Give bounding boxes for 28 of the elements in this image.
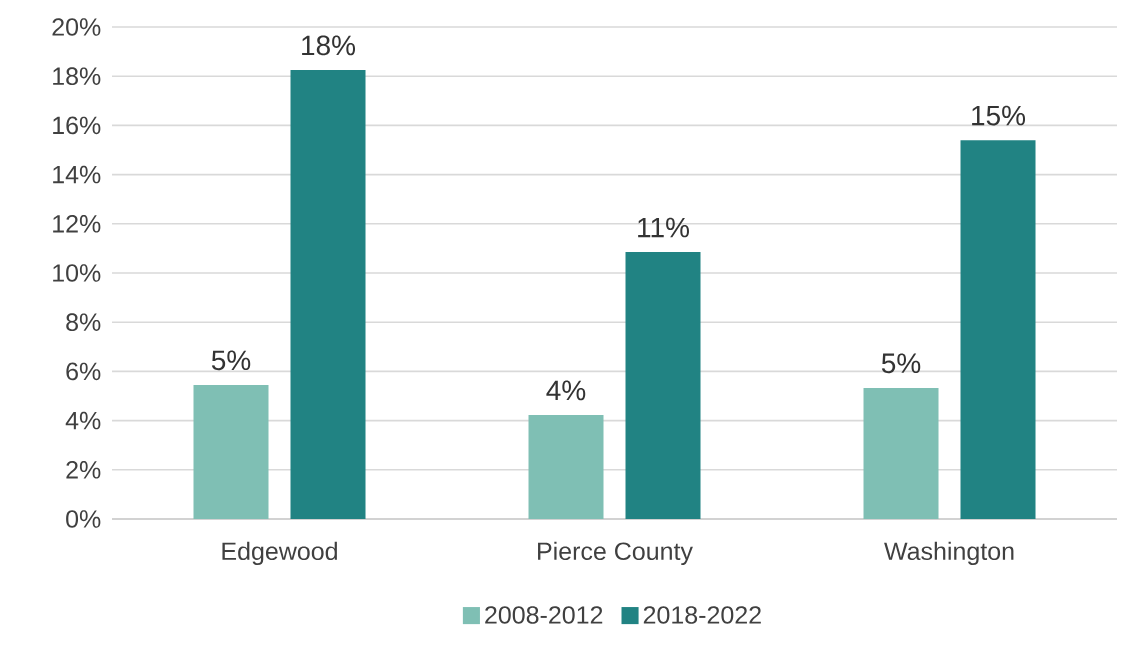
- data-label: 4%: [546, 380, 586, 401]
- x-tick-label: Edgewood: [222, 541, 337, 566]
- data-label: 18%: [302, 35, 356, 56]
- data-label: 11%: [638, 217, 689, 238]
- legend-label: 2018-2022: [643, 606, 761, 624]
- x-tick-label: Washington: [884, 541, 1014, 566]
- bar: [960, 140, 1036, 519]
- legend-label: 2008-2012: [485, 606, 603, 624]
- x-tick-label: Pierce County: [538, 541, 693, 566]
- y-tick-label: 4%: [65, 411, 101, 430]
- y-tick-label: 14%: [53, 165, 101, 184]
- y-tick-label: 8%: [66, 313, 101, 332]
- data-label: 15%: [972, 105, 1026, 126]
- data-label: 5%: [881, 353, 921, 374]
- y-tick-label: 10%: [53, 264, 101, 282]
- y-tick-label: 18%: [53, 67, 101, 86]
- y-tick-label: 6%: [66, 362, 101, 381]
- data-label: 5%: [211, 350, 251, 371]
- y-tick-label: 2%: [66, 461, 101, 479]
- bar: [625, 252, 701, 519]
- y-tick-label: 16%: [53, 116, 101, 135]
- y-tick-label: 12%: [53, 215, 101, 233]
- bar: [193, 384, 269, 519]
- y-tick-label: 0%: [66, 510, 101, 528]
- bar: [863, 387, 939, 519]
- y-tick-label: 20%: [52, 18, 101, 36]
- bar: [528, 414, 604, 519]
- bar: [290, 70, 366, 519]
